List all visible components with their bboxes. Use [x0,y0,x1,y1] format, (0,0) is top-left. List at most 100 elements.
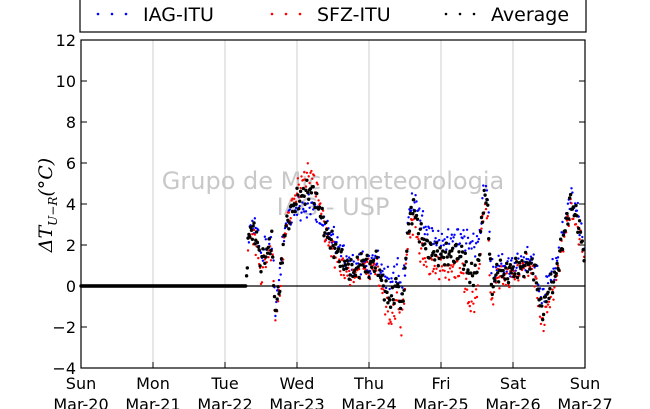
data-point [320,206,324,211]
data-point [464,287,467,291]
data-point [410,222,414,226]
data-point [272,259,275,262]
data-point [288,221,292,225]
data-point [418,227,422,231]
data-point [423,232,426,236]
data-point [529,255,533,258]
data-point [469,241,472,244]
data-point [536,287,540,291]
data-point [523,250,528,255]
data-point [321,224,325,227]
data-point [345,270,348,273]
data-point [336,247,341,251]
data-point [458,242,462,245]
data-point [324,220,328,225]
data-point [393,265,396,268]
data-point [433,264,436,268]
data-point [295,213,299,217]
data-point [432,250,436,254]
y-tick-label: −4 [52,359,76,378]
x-tick-label-date: Mar-27 [557,395,612,409]
data-point [456,260,459,263]
x-tick-label-day: Thu [353,374,384,393]
data-point [556,256,560,259]
data-point [487,237,491,241]
data-point [502,272,506,277]
data-point [409,236,412,239]
data-point [392,301,396,306]
data-point [357,258,360,261]
data-point [254,230,259,234]
data-point [442,263,447,267]
data-point [494,266,498,269]
data-point [484,207,488,211]
data-point [424,247,428,251]
data-point [348,269,351,273]
data-point [390,285,395,290]
data-point [478,253,482,257]
data-point [445,248,448,251]
data-point [415,200,418,203]
data-point [274,308,278,313]
data-point [333,266,336,269]
data-point [447,242,451,246]
data-point [260,281,264,284]
data-point [460,250,465,254]
data-point [508,262,512,267]
data-point [278,289,282,294]
legend-marker [110,12,114,16]
data-point [491,285,495,289]
data-point [575,214,579,218]
data-point [267,237,271,241]
data-point [438,246,442,250]
data-point [342,244,345,247]
data-point [287,211,291,214]
data-point [546,303,550,306]
data-point [248,225,253,230]
data-point [293,209,297,214]
data-point [380,287,383,290]
data-point [496,271,500,275]
data-point [402,288,406,292]
data-point [477,258,481,263]
data-point [566,222,570,226]
data-point [321,215,325,219]
data-point [446,235,449,239]
data-point [539,296,543,301]
data-point [338,264,342,269]
data-point [475,270,479,274]
data-point [366,260,369,264]
data-point [378,268,382,272]
data-point [369,272,372,275]
data-point [418,207,421,210]
data-point [462,228,465,232]
data-point [501,268,505,273]
data-point [505,277,510,281]
data-point [417,240,422,244]
data-point [347,277,351,281]
data-point [313,205,317,210]
data-point [319,202,322,205]
data-point [279,273,282,276]
data-point [293,197,296,201]
data-point [384,275,387,278]
data-point [371,254,374,257]
data-point [489,291,492,294]
data-point [427,256,431,260]
data-point [357,275,361,280]
data-point [465,277,468,281]
data-point [330,229,334,233]
data-point [415,217,420,221]
data-point [399,281,402,284]
data-point [380,263,383,266]
data-point [576,201,579,205]
legend-marker [96,12,100,16]
data-point [385,276,389,279]
data-point [251,219,254,223]
data-point [450,233,453,236]
data-point [395,291,399,294]
data-point [509,275,512,278]
data-point [535,277,538,280]
data-point [298,204,301,208]
